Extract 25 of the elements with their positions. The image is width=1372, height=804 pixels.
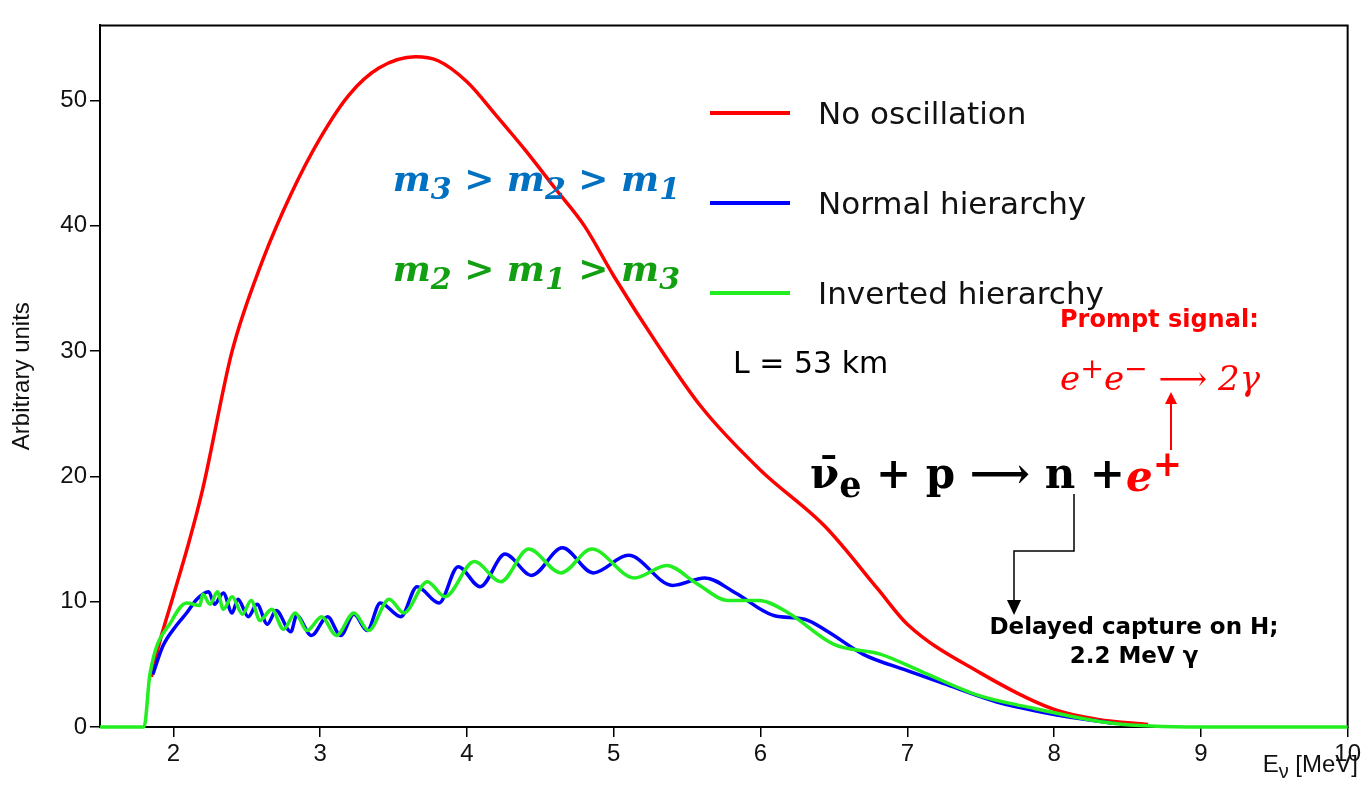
- legend-label: No oscillation: [818, 95, 1027, 131]
- y-tick-label: 0: [73, 711, 87, 739]
- annotation: Delayed capture on H; 2.2 MeV γ: [988, 612, 1280, 670]
- annotation: L = 53 km: [733, 344, 889, 382]
- line-series: [98, 547, 1350, 729]
- y-axis-title: Arbitrary units: [7, 302, 35, 451]
- annotation: m$_{2}$ > m$_{1}$ > m$_{3}$: [392, 246, 680, 298]
- y-tick-label: 30: [60, 335, 87, 363]
- y-tick-label: 50: [60, 85, 87, 113]
- x-tick-label: 7: [900, 739, 914, 767]
- x-tick-label: 5: [607, 739, 621, 767]
- x-tick-label: 6: [753, 739, 768, 767]
- legend-label: Normal hierarchy: [818, 185, 1087, 221]
- x-tick-label: 3: [313, 739, 327, 767]
- y-tick-label: 20: [60, 461, 87, 489]
- x-tick-label: 2: [166, 739, 181, 767]
- y-tick-label: 10: [60, 586, 87, 614]
- annotation: e$^{+}$: [1126, 442, 1183, 503]
- x-tick-label: 4: [460, 739, 474, 767]
- annotation: e$^{+}$e$^{−}$ ⟶ 2γ: [1060, 351, 1261, 400]
- y-tick-label: 40: [60, 210, 87, 238]
- x-tick-label: 8: [1047, 739, 1061, 767]
- legend-label: Inverted hierarchy: [818, 275, 1104, 311]
- x-tick-label: 9: [1194, 739, 1208, 767]
- annotation: ν̄$_{e}$ + p ⟶ n +: [810, 448, 1126, 508]
